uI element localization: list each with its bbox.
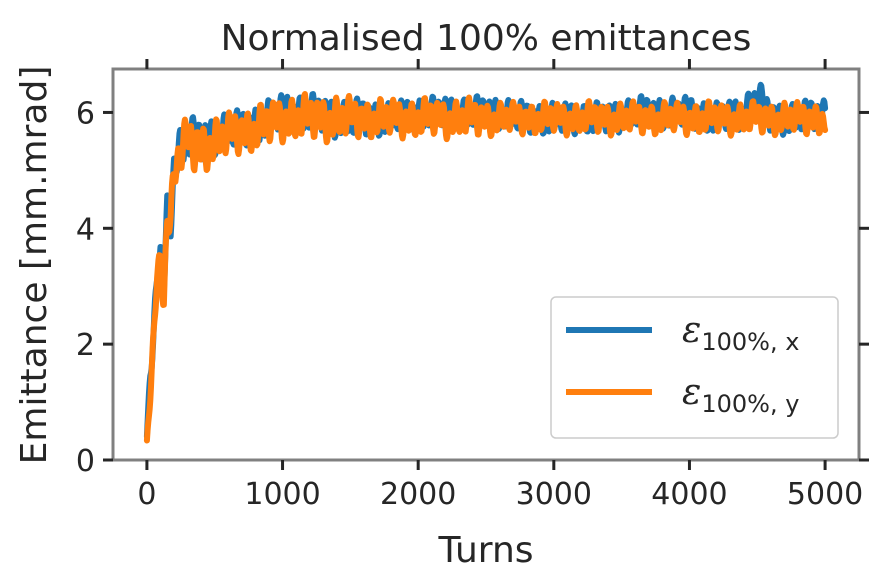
x-tick-label: 3000 [516, 477, 592, 512]
y-axis-title: Emittance [mm.mrad] [14, 66, 55, 465]
x-tick-label: 5000 [787, 477, 863, 512]
plot-area [143, 81, 829, 444]
legend-label: ε100%, x [682, 310, 799, 356]
y-axis: 0 2 4 6 [76, 96, 869, 479]
x-tick-label: 2000 [380, 477, 456, 512]
chart-title: Normalised 100% emittances [221, 18, 752, 59]
x-axis-title: Turns [437, 530, 533, 571]
axes-frame [111, 67, 861, 462]
y-tick-label: 0 [76, 444, 95, 479]
legend: ε100%, x ε100%, y [550, 296, 839, 439]
y-tick-label: 2 [76, 328, 95, 363]
x-tick-label: 1000 [244, 477, 320, 512]
series-line-y [143, 91, 829, 444]
x-axis: 0 1000 2000 3000 4000 5000 [137, 59, 863, 512]
y-tick-label: 6 [76, 96, 95, 131]
x-tick-label: 4000 [651, 477, 727, 512]
legend-label: ε100%, y [682, 372, 799, 418]
y-tick-label: 4 [76, 212, 95, 247]
x-tick-label: 0 [137, 477, 156, 512]
